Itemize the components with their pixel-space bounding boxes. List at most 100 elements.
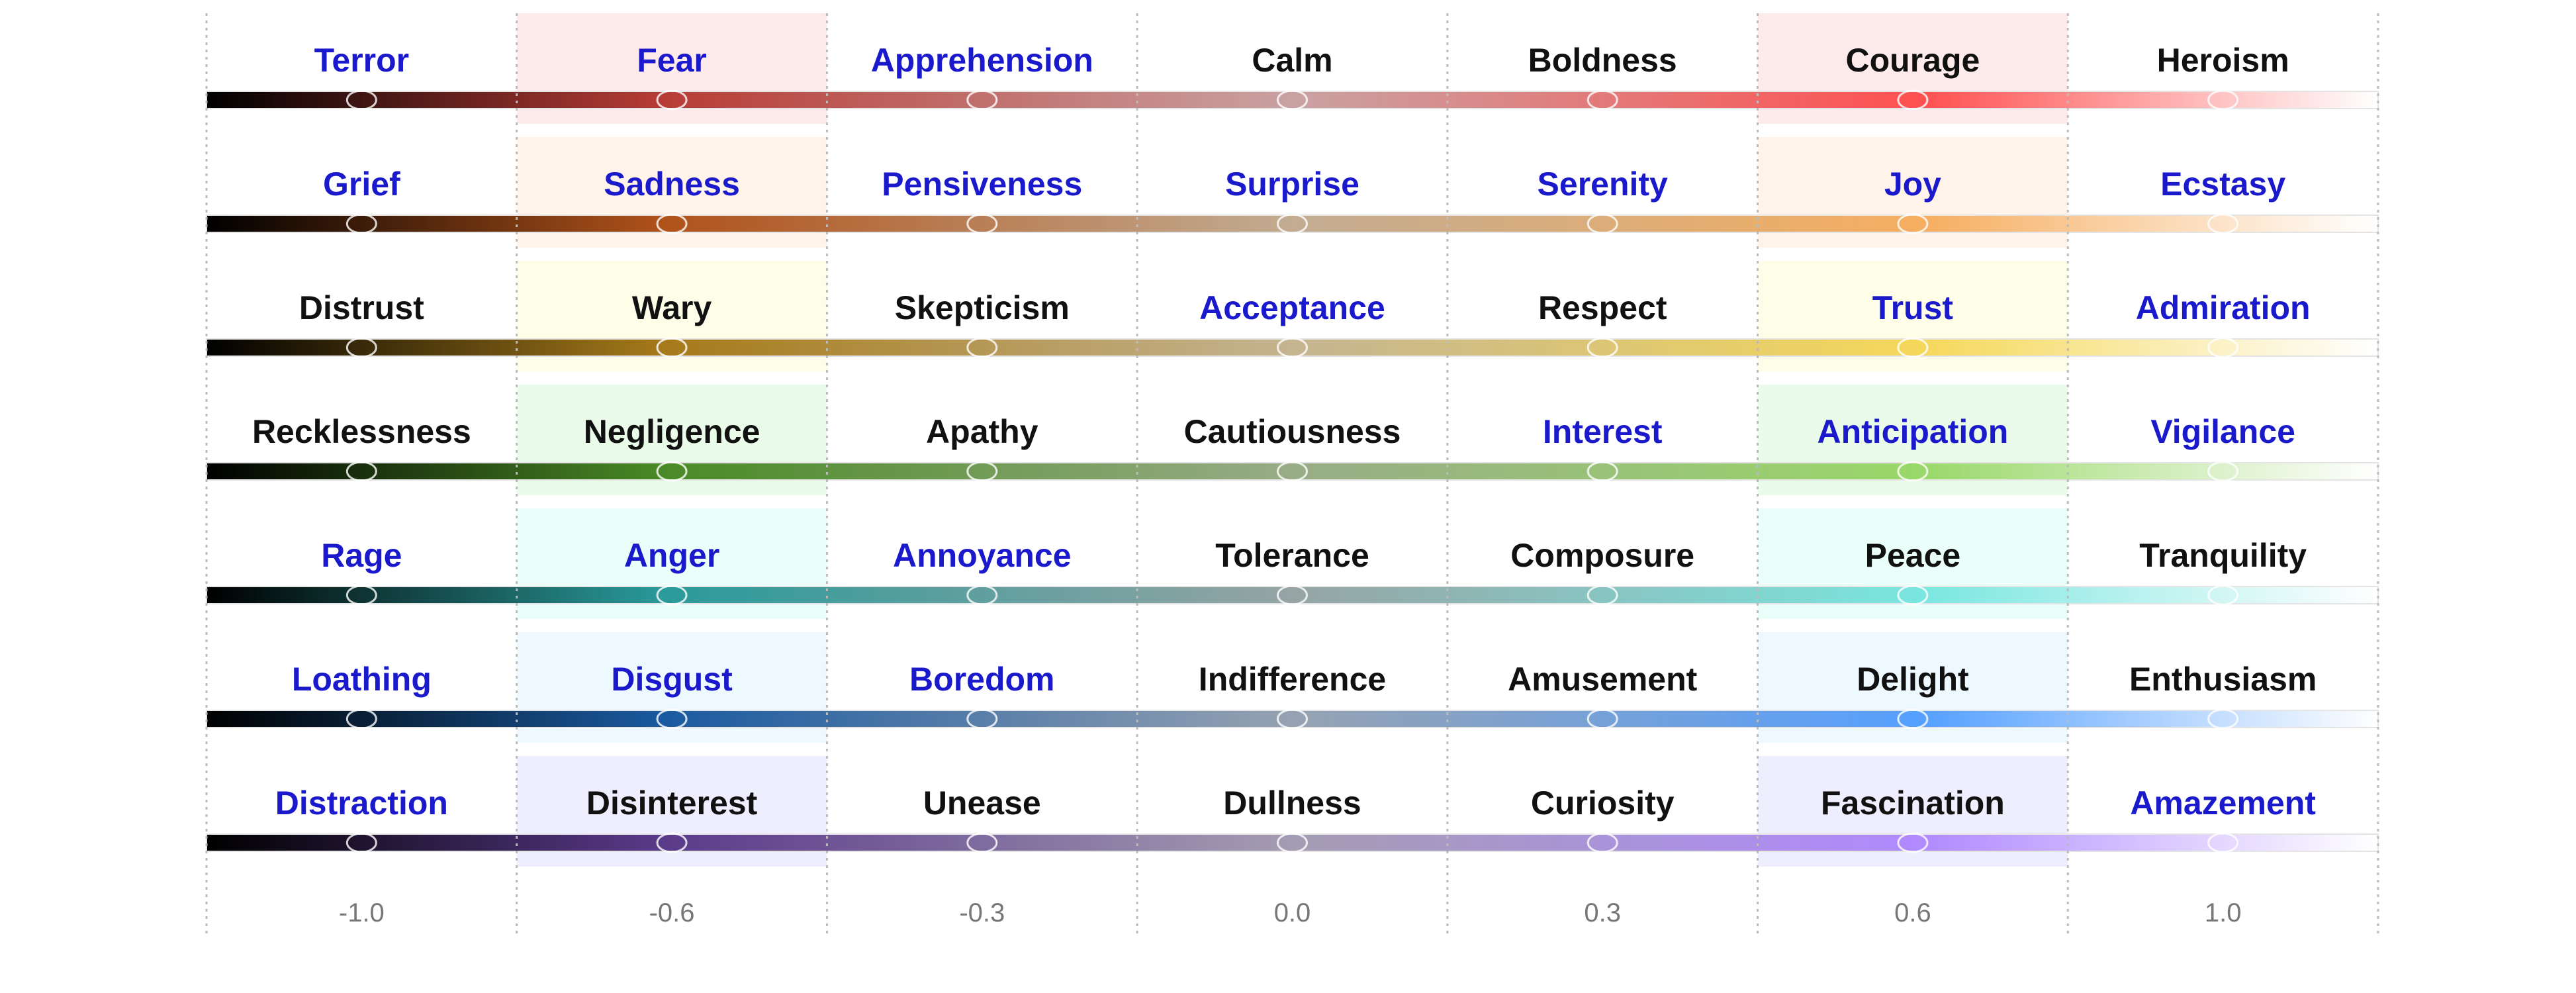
scale-marker [966,832,998,853]
scale-marker [1587,89,1618,111]
emotion-label: Skepticism [895,289,1070,326]
scale-marker [345,461,377,482]
emotion-label: Boredom [909,661,1054,698]
emotion-label: Wary [632,289,712,326]
scale-marker [966,89,998,111]
gradient-bar [206,462,2379,481]
emotion-label: Fascination [1821,784,2005,822]
emotion-label: Vigilance [2150,413,2295,450]
emotion-label: Heroism [2157,42,2289,79]
emotion-label: Composure [1510,537,1694,574]
emotion-label: Pensiveness [882,166,1082,203]
gradient-bar [206,214,2379,233]
scale-marker [1897,585,1929,606]
emotion-label: Disgust [611,661,733,698]
emotion-label: Respect [1538,289,1667,326]
emotion-label: Calm [1252,42,1332,79]
scale-marker [1897,461,1929,482]
scale-marker [2207,89,2239,111]
emotion-label: Amazement [2130,784,2316,822]
scale-marker [1277,585,1308,606]
emotion-label: Admiration [2136,289,2311,326]
emotion-label: Distrust [299,289,424,326]
scale-marker [1277,461,1308,482]
scale-marker [1897,213,1929,234]
emotion-label: Peace [1865,537,1961,574]
scale-marker [1587,337,1618,358]
scale-marker [656,213,688,234]
emotion-label: Acceptance [1199,289,1385,326]
emotion-label: Trust [1872,289,1954,326]
emotion-label: Apathy [926,413,1038,450]
emotion-label: Apprehension [871,42,1093,79]
scale-marker [2207,585,2239,606]
scale-marker [345,832,377,853]
scale-marker [2207,461,2239,482]
scale-marker [1587,213,1618,234]
gradient-bar [206,586,2379,604]
scale-marker [1587,832,1618,853]
emotion-label: Dullness [1223,784,1361,822]
gradient-bar [206,710,2379,728]
scale-marker [966,337,998,358]
emotion-label: Amusement [1508,661,1698,698]
emotion-label: Distraction [275,784,448,822]
emotion-label: Grief [323,166,400,203]
emotion-label: Sadness [604,166,740,203]
gradient-bar [206,833,2379,852]
emotion-label: Surprise [1225,166,1359,203]
emotion-label: Terror [314,42,410,79]
scale-marker [345,337,377,358]
scale-marker [966,461,998,482]
scale-marker [2207,832,2239,853]
scale-marker [1277,337,1308,358]
emotion-label: Anticipation [1817,413,2008,450]
emotion-label: Anger [624,537,719,574]
emotion-label: Disinterest [586,784,758,822]
emotion-label: Interest [1543,413,1663,450]
scale-marker [2207,708,2239,730]
emotion-label: Courage [1846,42,1980,79]
emotion-label: Loathing [292,661,432,698]
scale-marker [345,89,377,111]
emotion-label: Unease [923,784,1041,822]
scale-marker [656,461,688,482]
scale-tick-label: 0.0 [1274,898,1311,927]
scale-tick-label: -0.3 [959,898,1005,927]
emotion-label: Curiosity [1531,784,1675,822]
scale-marker [345,585,377,606]
emotion-label: Serenity [1538,166,1669,203]
scale-marker [1587,585,1618,606]
scale-marker [345,213,377,234]
gradient-bar [206,91,2379,109]
scale-marker [1897,337,1929,358]
scale-tick-label: 1.0 [2205,898,2242,927]
emotion-label: Tolerance [1215,537,1369,574]
scale-marker [966,585,998,606]
scale-marker [1897,708,1929,730]
scale-marker [656,585,688,606]
emotion-label: Joy [1884,166,1941,203]
scale-tick-label: -0.6 [649,898,695,927]
emotion-label: Ecstasy [2160,166,2285,203]
scale-marker [345,708,377,730]
scale-marker [1277,832,1308,853]
scale-marker [2207,213,2239,234]
scale-marker [1587,461,1618,482]
scale-marker [1587,708,1618,730]
emotion-label: Tranquility [2139,537,2307,574]
emotion-label: Indifference [1199,661,1386,698]
scale-marker [656,337,688,358]
scale-marker [1277,708,1308,730]
emotion-label: Delight [1857,661,1969,698]
emotion-label: Negligence [584,413,760,450]
scale-marker [966,708,998,730]
scale-marker [2207,337,2239,358]
emotion-label: Enthusiasm [2129,661,2317,698]
scale-marker [656,832,688,853]
scale-marker [1277,213,1308,234]
emotion-label: Recklessness [252,413,471,450]
gradient-bar [206,338,2379,357]
